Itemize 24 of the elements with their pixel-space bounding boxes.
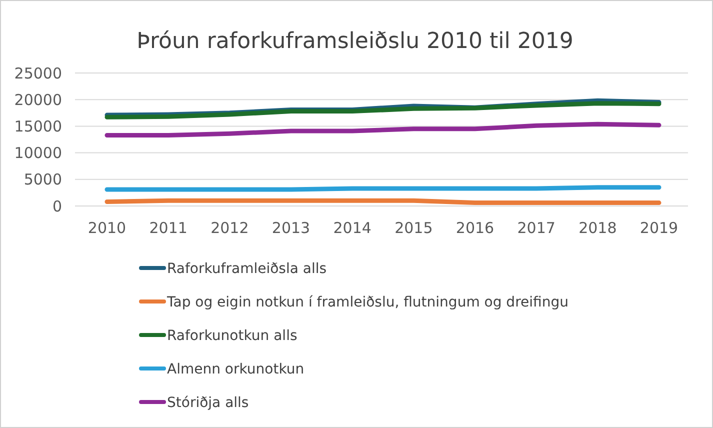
x-tick-label: 2010 (88, 219, 126, 237)
legend-label: Tap og eigin notkun í framleiðslu, flutningum og dreifingu (166, 294, 568, 310)
line-series (104, 101, 662, 120)
x-tick-label: 2014 (333, 219, 372, 237)
y-tick-label: 0 (52, 197, 62, 216)
y-tick-label: 5000 (24, 170, 62, 189)
x-tick-label: 2016 (456, 219, 494, 237)
chart-title: Þróun raforkuframsleiðslu 2010 til 2019 (136, 29, 574, 54)
y-tick-label: 15000 (14, 117, 62, 136)
x-tick-label: 2018 (578, 219, 617, 237)
legend-label: Raforkuframleiðsla alls (167, 260, 327, 277)
x-tick-label: 2013 (272, 219, 310, 237)
legend-label: Almenn orkunotkun (167, 361, 304, 378)
y-tick-label: 10000 (14, 144, 62, 162)
x-tick-label: 2011 (149, 219, 188, 237)
x-tick-label: 2015 (394, 219, 433, 237)
line-series (104, 122, 662, 138)
legend-label: Stóriðja alls (167, 394, 249, 411)
x-tick-label: 2012 (210, 219, 249, 237)
y-tick-label: 20000 (14, 90, 62, 109)
legend-label: Raforkunotkun alls (167, 328, 298, 344)
y-tick-label: 25000 (14, 64, 62, 82)
x-tick-label: 2019 (640, 219, 678, 237)
x-tick-label: 2017 (517, 219, 556, 237)
